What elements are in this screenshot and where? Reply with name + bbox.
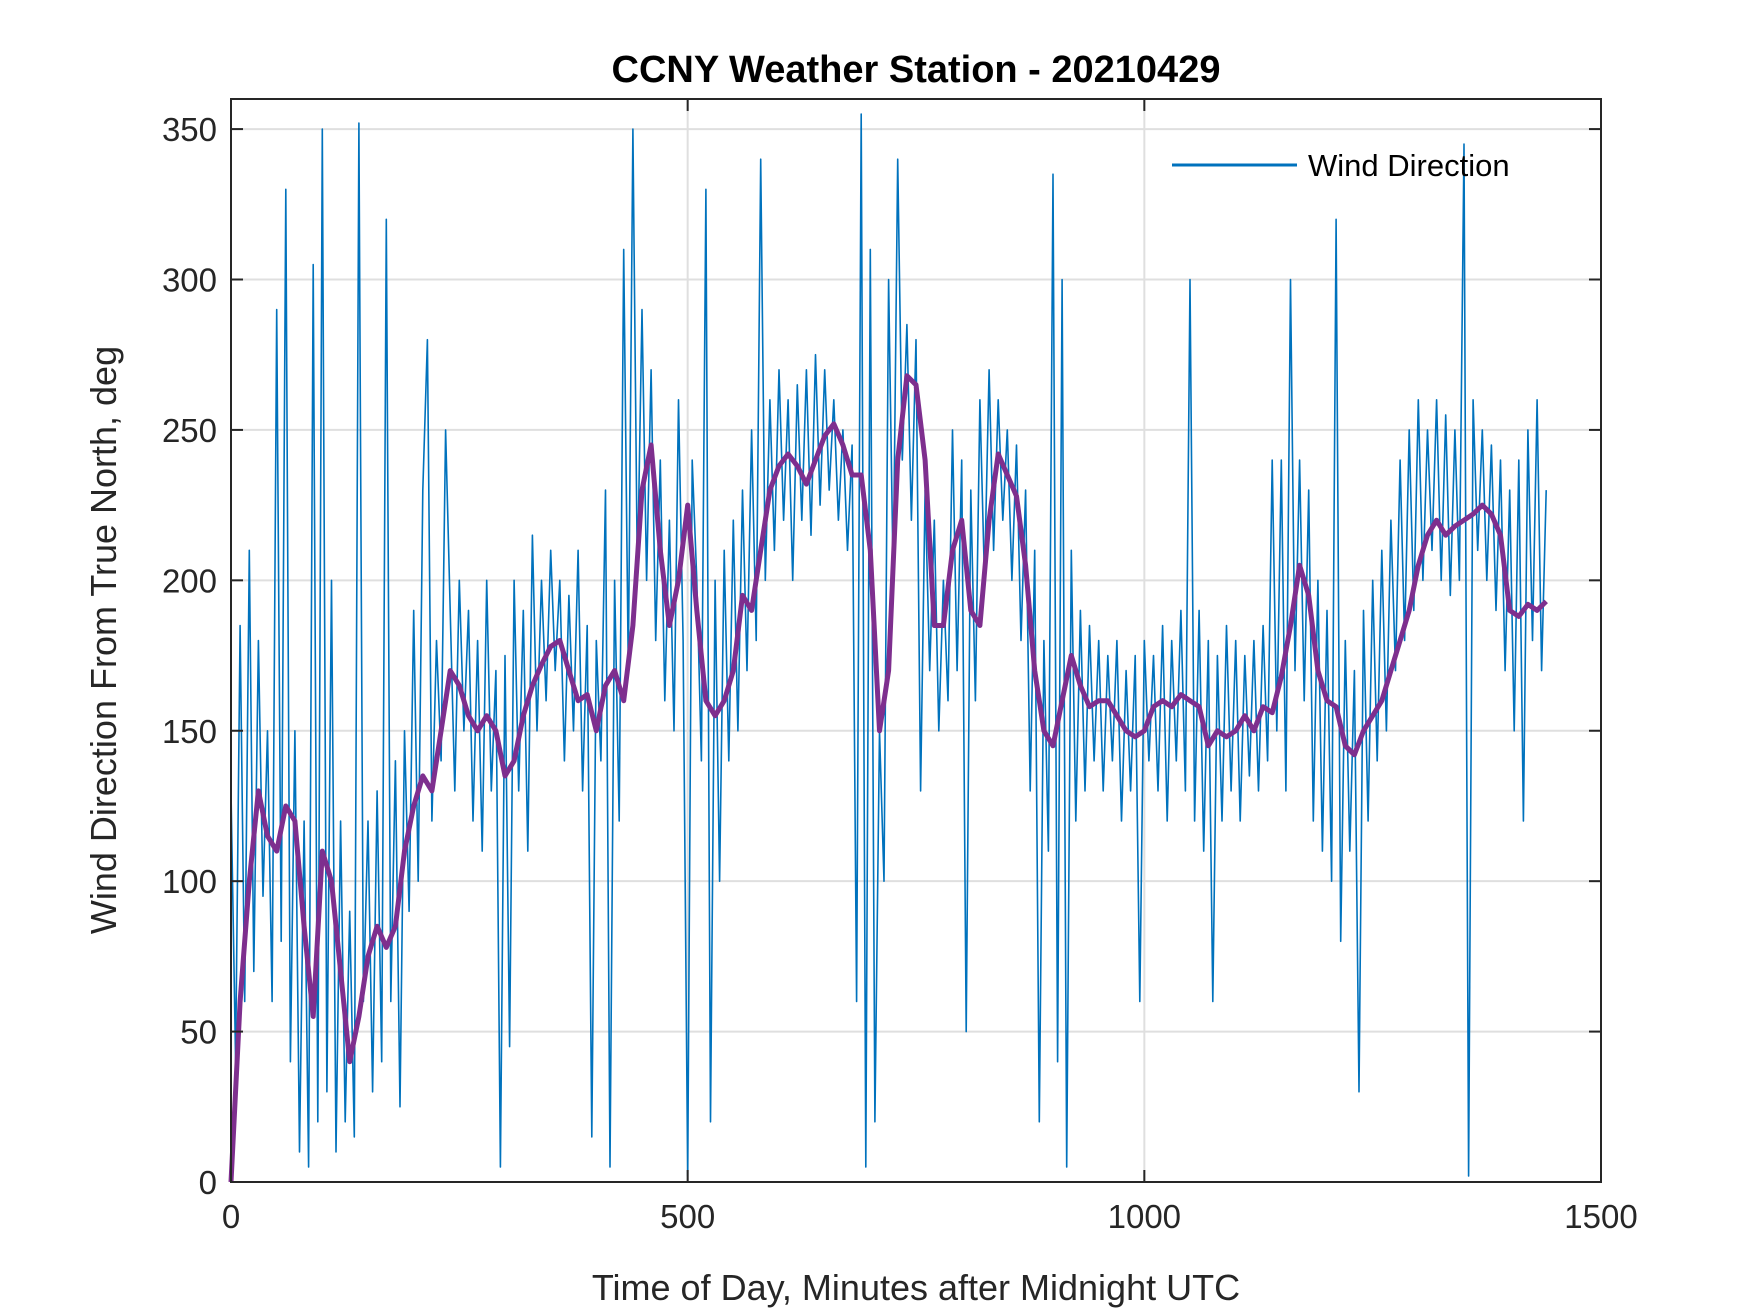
- x-tick-label: 1500: [1564, 1198, 1637, 1235]
- x-axis-label: Time of Day, Minutes after Midnight UTC: [592, 1267, 1240, 1308]
- y-axis-label: Wind Direction From True North, deg: [83, 346, 124, 934]
- chart-title: CCNY Weather Station - 20210429: [612, 49, 1221, 91]
- y-tick-label: 150: [162, 713, 217, 750]
- x-tick-label: 0: [222, 1198, 240, 1235]
- series-layer: [228, 113, 1548, 1183]
- legend-label-wind-direction: Wind Direction: [1308, 148, 1510, 183]
- y-tick-label: 200: [162, 562, 217, 599]
- series-line-smoothed: [228, 373, 1548, 1183]
- y-tick-label: 100: [162, 863, 217, 900]
- y-tick-label: 50: [180, 1014, 217, 1051]
- y-tick-label: 250: [162, 412, 217, 449]
- legend: Wind Direction: [1172, 148, 1510, 183]
- x-tick-label: 500: [660, 1198, 715, 1235]
- y-tick-label: 0: [199, 1164, 217, 1201]
- axis-ticks: 0 500 1000 1500 0 50 100 150 200 250 300 350: [162, 99, 1638, 1235]
- y-tick-label: 350: [162, 111, 217, 148]
- plot-frame: [230, 98, 1602, 1183]
- series-line-wind-direction: [230, 113, 1547, 1177]
- y-tick-label: 300: [162, 262, 217, 299]
- x-tick-label: 1000: [1108, 1198, 1181, 1235]
